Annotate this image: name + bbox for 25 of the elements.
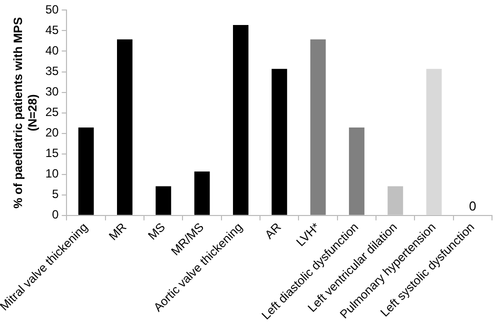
bar xyxy=(117,39,132,215)
y-tick-label: 15 xyxy=(45,146,60,160)
bar xyxy=(156,186,172,215)
x-tick-label: MS xyxy=(145,220,168,243)
y-tick-label: 0 xyxy=(52,208,60,222)
y-tick-label: 40 xyxy=(45,44,60,58)
x-tick-label: MR xyxy=(106,220,130,244)
y-tick-label: 25 xyxy=(45,105,60,120)
y-tick-label: 30 xyxy=(45,84,60,99)
bar xyxy=(426,68,442,215)
y-tick-label: 50 xyxy=(45,2,60,17)
bar xyxy=(348,128,364,215)
y-tick-label: 10 xyxy=(45,166,60,181)
bar xyxy=(78,128,94,215)
y-axis-title: % of paediatric patients with MPS (N=28) xyxy=(11,17,40,208)
bar xyxy=(272,68,288,215)
x-tick-label: AR xyxy=(262,220,284,242)
y-tick-label: 5 xyxy=(52,187,60,202)
y-tick-label: 45 xyxy=(45,23,60,38)
bar xyxy=(310,39,326,215)
bar xyxy=(194,171,210,215)
data-label: 0 xyxy=(469,198,476,214)
y-tick-label: 35 xyxy=(45,64,60,78)
y-tick-label: 20 xyxy=(45,126,60,140)
bar xyxy=(232,24,248,215)
